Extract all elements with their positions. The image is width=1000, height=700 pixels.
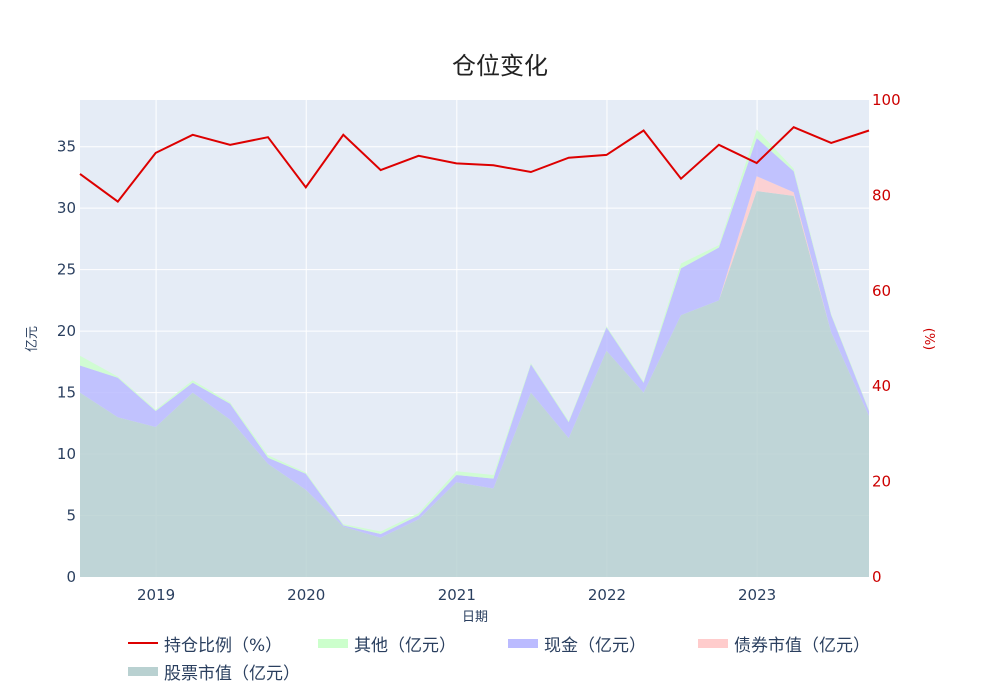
y-tick-label: 25 (57, 261, 76, 279)
legend-label: 股票市值（亿元） (164, 663, 300, 684)
legend-swatch (318, 638, 348, 648)
y-tick-label: 0 (66, 568, 76, 586)
x-tick-label: 2021 (438, 586, 476, 604)
line-layer (79, 126, 870, 203)
y2-tick-label: 60 (872, 282, 891, 300)
y-tick-label: 30 (57, 199, 76, 217)
x-tick-label: 2023 (738, 586, 776, 604)
legend-swatch (128, 642, 158, 644)
chart-title: 仓位变化 (452, 52, 548, 80)
y2-axis-title: (%) (921, 328, 936, 351)
y2-tick-label: 80 (872, 186, 891, 204)
legend-swatch (698, 638, 728, 648)
legend-label: 现金（亿元） (544, 635, 646, 656)
y-tick-label: 35 (57, 138, 76, 156)
legend-item[interactable]: 持仓比例（%） (128, 632, 318, 656)
x-tick-label: 2022 (588, 586, 626, 604)
y-tick-label: 15 (57, 384, 76, 402)
legend-item[interactable]: 其他（亿元） (318, 632, 508, 656)
legend-item[interactable]: 股票市值（亿元） (128, 660, 318, 684)
x-axis-title: 日期 (462, 610, 488, 625)
area-series (80, 138, 869, 538)
y2-tick-label: 0 (872, 568, 882, 586)
x-tick-label: 2020 (287, 586, 325, 604)
legend-swatch (508, 638, 538, 648)
legend-label: 其他（亿元） (354, 635, 456, 656)
area-layer (80, 129, 869, 577)
y-tick-label: 20 (57, 322, 76, 340)
legend-label: 债券市值（亿元） (734, 635, 870, 656)
area-series (80, 191, 869, 577)
line-series (79, 126, 870, 203)
legend-label: 持仓比例（%） (164, 635, 283, 656)
y-tick-label: 10 (57, 445, 76, 463)
y2-tick-label: 100 (872, 91, 901, 109)
y-tick-label: 5 (66, 507, 76, 525)
legend-item[interactable]: 现金（亿元） (508, 632, 698, 656)
x-tick-label: 2019 (137, 586, 175, 604)
axis-tick-labels: 0 5 10 15 20 25 30 35 0 20 40 60 80 100 2019 2020 2021 20… (57, 91, 901, 604)
legend-swatch (128, 666, 158, 676)
legend-item[interactable]: 债券市值（亿元） (698, 632, 888, 656)
y2-tick-label: 40 (872, 377, 891, 395)
y-axis-title: 亿元 (25, 326, 40, 352)
legend: 持仓比例（%） 其他（亿元） 现金（亿元） 债券市值（亿元） 股票市值（亿元） (128, 632, 888, 684)
y2-tick-label: 20 (872, 473, 891, 491)
